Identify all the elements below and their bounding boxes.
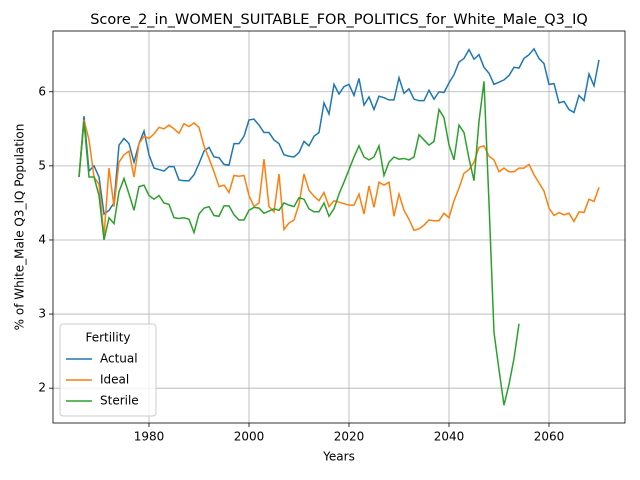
legend-label: Ideal: [100, 373, 129, 387]
series-line: [78, 119, 600, 237]
plot-frame: [52, 30, 626, 424]
series-line: [78, 47, 600, 216]
x-tick-label: 2040: [434, 430, 465, 444]
x-tick-label: 1980: [134, 430, 165, 444]
x-tick-label: 2020: [334, 430, 365, 444]
y-tick-label: 6: [38, 84, 46, 98]
x-tick-label: 2060: [534, 430, 565, 444]
y-tick-label: 2: [38, 381, 46, 395]
series-line: [78, 81, 520, 406]
legend-box: [59, 323, 157, 417]
legend-label: Actual: [100, 352, 138, 366]
x-tick-label: 2000: [234, 430, 265, 444]
legend-label: Sterile: [100, 394, 139, 408]
chart-title: Score_2_in_WOMEN_SUITABLE_FOR_POLITICS_f…: [90, 12, 588, 28]
y-tick-label: 3: [38, 307, 46, 321]
y-tick-label: 4: [38, 232, 46, 246]
y-tick-label: 5: [38, 158, 46, 172]
legend-title: Fertility: [85, 331, 130, 345]
x-axis-label: Years: [322, 450, 355, 464]
y-axis-label: % of White_Male Q3_IQ Population: [13, 124, 27, 331]
